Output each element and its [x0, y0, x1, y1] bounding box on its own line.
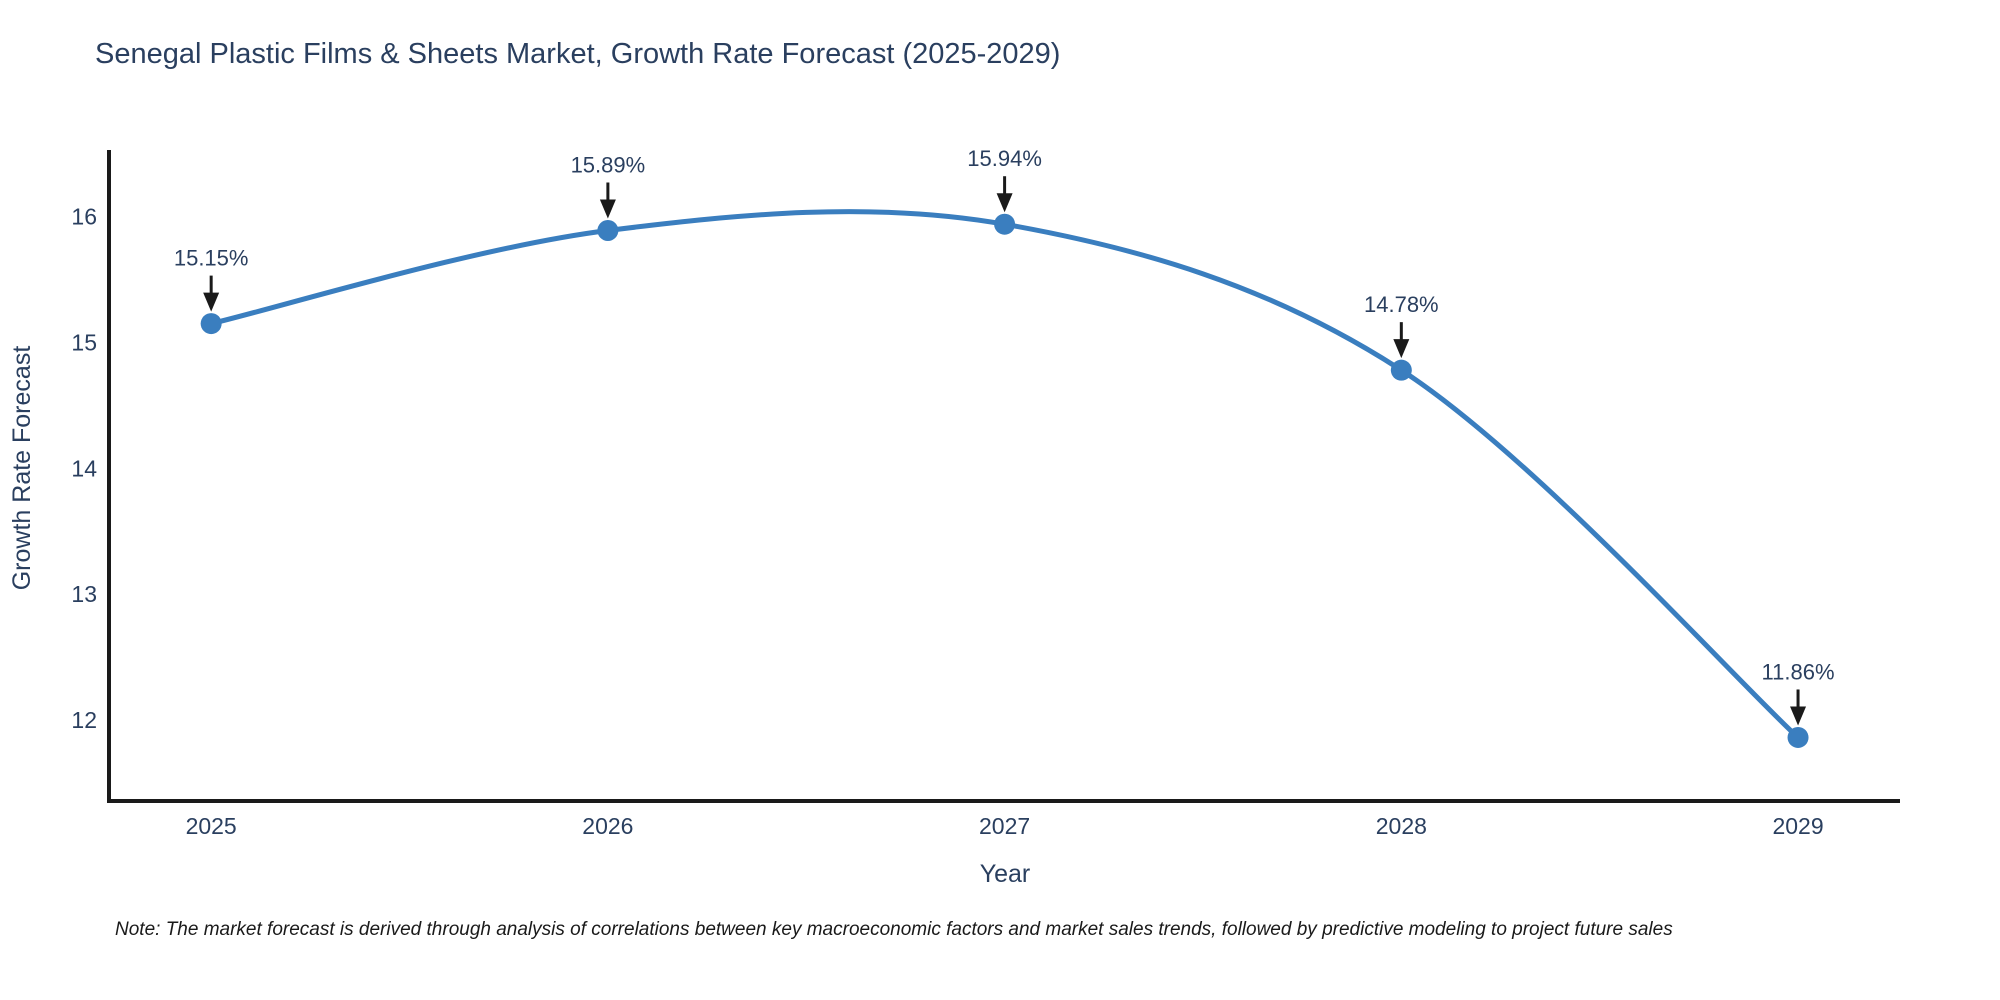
data-point-2026[interactable] [597, 220, 619, 242]
annotation-arrowhead-2026 [599, 199, 616, 219]
x-tick-2028: 2028 [1376, 813, 1427, 839]
x-axis-title: Year [979, 860, 1031, 888]
data-label-2029: 11.86% [1762, 659, 1835, 684]
x-tick-2029: 2029 [1772, 813, 1823, 839]
data-point-2028[interactable] [1390, 359, 1412, 381]
annotation-arrowhead-2029 [1790, 706, 1807, 726]
y-tick-14: 14 [71, 455, 97, 481]
data-label-2026: 15.89% [571, 153, 646, 178]
y-tick-16: 16 [71, 204, 97, 230]
data-point-2025[interactable] [200, 313, 222, 335]
footnote: Note: The market forecast is derived thr… [115, 919, 1673, 940]
y-tick-12: 12 [71, 707, 97, 733]
data-point-2029[interactable] [1787, 726, 1809, 748]
annotation-arrowhead-2028 [1393, 339, 1410, 359]
annotation-arrowhead-2025 [203, 292, 220, 312]
data-label-2025: 15.15% [174, 246, 249, 271]
x-tick-2026: 2026 [582, 813, 633, 839]
data-label-2028: 14.78% [1364, 292, 1439, 317]
x-tick-2025: 2025 [186, 813, 237, 839]
y-tick-13: 13 [71, 581, 97, 607]
data-label-2027: 15.94% [967, 146, 1042, 171]
data-point-2027[interactable] [994, 213, 1016, 235]
x-tick-2027: 2027 [979, 813, 1030, 839]
y-tick-15: 15 [71, 329, 97, 355]
annotation-arrowhead-2027 [996, 193, 1013, 213]
chart-title: Senegal Plastic Films & Sheets Market, G… [95, 38, 1061, 70]
forecast-line [210, 209, 1800, 740]
